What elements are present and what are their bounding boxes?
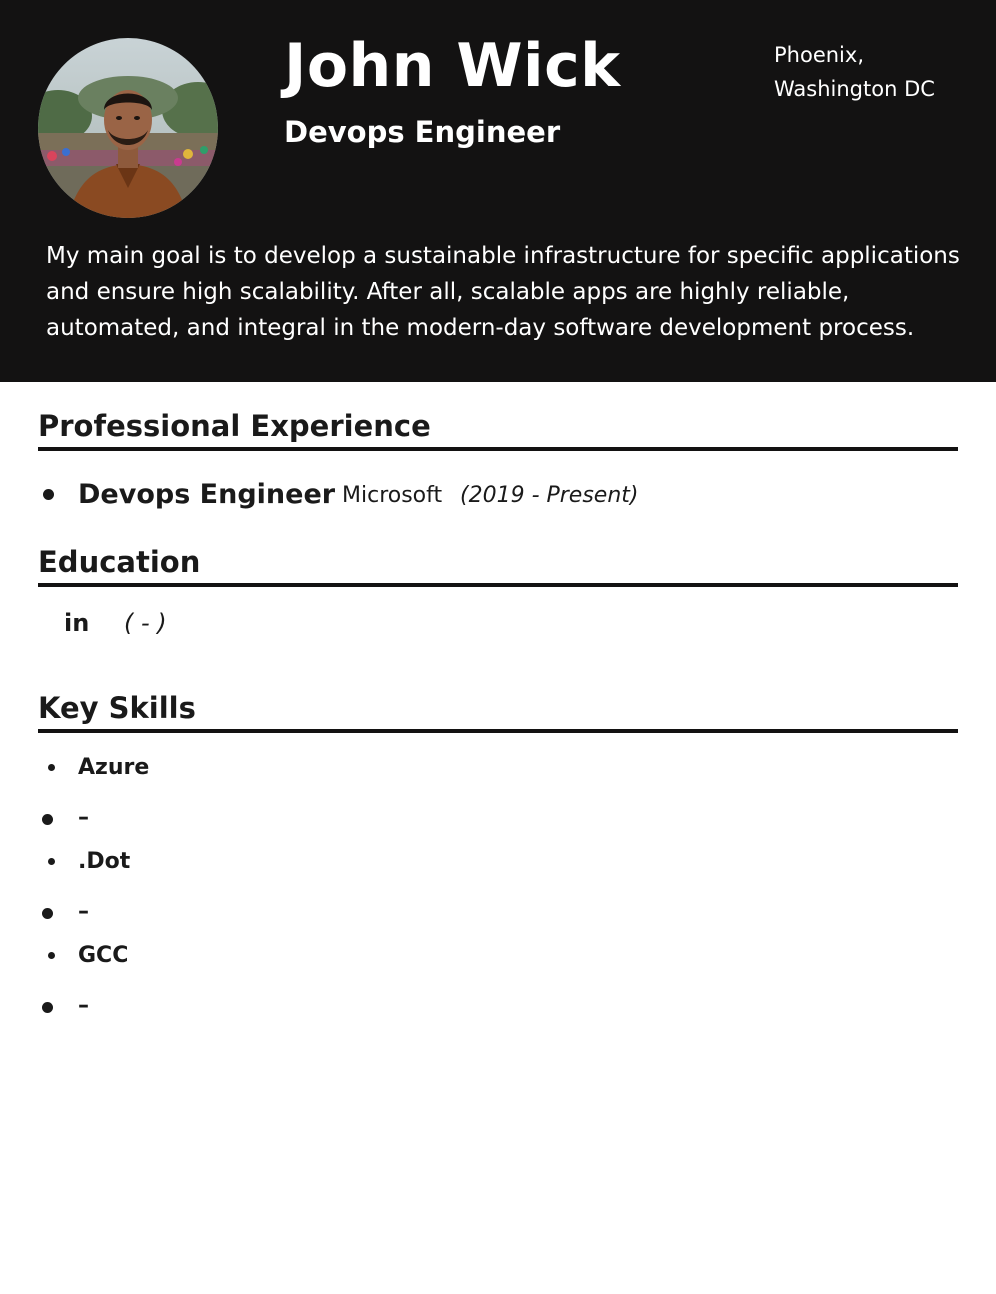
bullet-icon (42, 814, 53, 825)
location-line-1: Phoenix, (774, 43, 864, 67)
person-role: Devops Engineer (284, 115, 561, 149)
skill-item: Azure (78, 755, 150, 780)
bullet-icon (42, 1002, 53, 1013)
skill-item: – (78, 805, 89, 830)
avatar (38, 38, 218, 218)
person-name: John Wick (284, 31, 621, 101)
bullet-icon (43, 489, 54, 500)
skill-item: – (78, 993, 89, 1018)
location: Phoenix, Washington DC (774, 38, 935, 106)
bullet-icon (48, 858, 55, 865)
section-title-education: Education (38, 545, 201, 579)
experience-company: Microsoft (342, 483, 443, 508)
experience-position: Devops Engineer (78, 479, 336, 510)
section-divider (38, 447, 958, 451)
education-dates: ( - ) (124, 609, 167, 637)
bullet-icon (48, 764, 55, 771)
experience-dates: (2019 - Present) (460, 483, 639, 508)
section-divider (38, 729, 958, 733)
resume-header: John Wick Devops Engineer Phoenix, Washi… (0, 0, 996, 382)
skill-item: .Dot (78, 849, 131, 874)
profile-summary: My main goal is to develop a sustainable… (46, 243, 960, 341)
education-connector: in (64, 609, 90, 637)
skill-item: – (78, 899, 89, 924)
section-divider (38, 583, 958, 587)
section-title-skills: Key Skills (38, 691, 196, 725)
bullet-icon (48, 952, 55, 959)
section-title-experience: Professional Experience (38, 409, 431, 443)
location-line-2: Washington DC (774, 77, 935, 101)
skill-item: GCC (78, 943, 129, 968)
profile-photo-icon (38, 38, 218, 218)
bullet-icon (42, 908, 53, 919)
